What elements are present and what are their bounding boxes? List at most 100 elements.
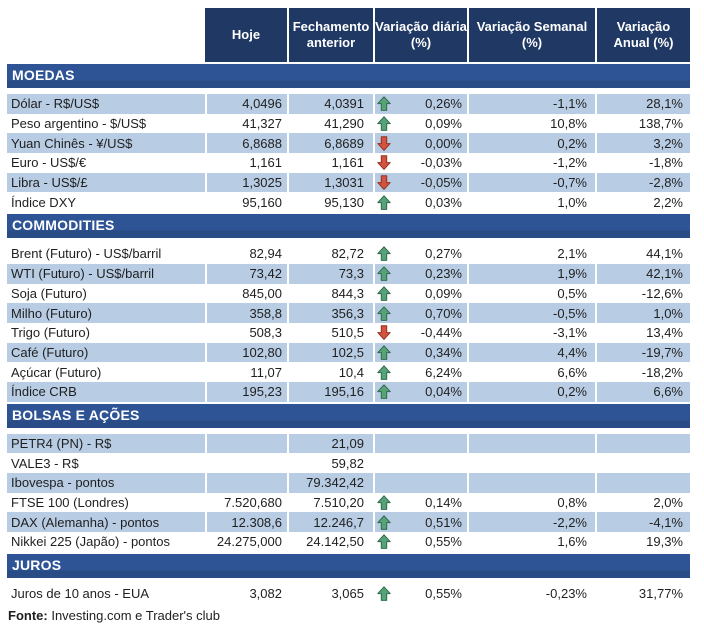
hoje-value: 358,8 xyxy=(205,303,287,323)
variacao-anual-value: -2,8% xyxy=(595,172,690,193)
table-row: Peso argentino - $/US$ 41,327 41,290 0,0… xyxy=(7,113,690,134)
variacao-anual-value: 42,1% xyxy=(595,263,690,284)
row-label: Ibovespa - pontos xyxy=(7,473,205,493)
section-title: COMMODITIES xyxy=(7,214,690,239)
up-arrow-icon xyxy=(377,194,392,210)
hoje-value: 11,07 xyxy=(205,362,287,382)
hoje-value xyxy=(205,473,287,493)
variacao-anual-value xyxy=(595,473,690,493)
variacao-diaria-value: -0,03% xyxy=(420,155,462,171)
row-label: Libra - US$/£ xyxy=(7,172,205,193)
variacao-diaria-cell: 0,09% xyxy=(373,113,467,134)
up-arrow-icon xyxy=(377,305,392,321)
hoje-value: 95,160 xyxy=(205,192,287,213)
hoje-value: 41,327 xyxy=(205,113,287,134)
fechamento-value: 1,161 xyxy=(287,153,373,173)
hoje-value: 82,94 xyxy=(205,244,287,264)
hoje-value: 1,3025 xyxy=(205,172,287,193)
row-label: Açúcar (Futuro) xyxy=(11,364,102,380)
table-row: Nikkei 225 (Japão) - pontos 24.275,000 2… xyxy=(7,532,690,552)
table-row: PETR4 (PN) - R$ 21,09 xyxy=(7,433,690,454)
variacao-diaria-value: 0,09% xyxy=(425,285,462,301)
variacao-semanal-value: 0,5% xyxy=(467,283,595,304)
table-row: Café (Futuro) 102,80 102,5 0,34% 4,4% -1… xyxy=(7,342,690,363)
variacao-semanal-value: 6,6% xyxy=(467,362,595,382)
section-title: JUROS xyxy=(7,553,690,578)
variacao-diaria-value: 6,24% xyxy=(425,364,462,380)
table-section: COMMODITIES Brent (Futuro) - US$/barril … xyxy=(7,214,690,402)
table-row: DAX (Alemanha) - pontos 12.308,6 12.246,… xyxy=(7,512,690,533)
section-rows: Brent (Futuro) - US$/barril 82,94 82,72 … xyxy=(7,244,690,402)
variacao-anual-value: 6,6% xyxy=(595,381,690,402)
variacao-diaria-value: 0,04% xyxy=(425,384,462,400)
variacao-diaria-cell: -0,03% xyxy=(373,153,467,173)
fechamento-value: 4,0391 xyxy=(287,94,373,114)
table-row: VALE3 - R$ 59,82 xyxy=(7,453,690,473)
hoje-value: 1,161 xyxy=(205,153,287,173)
variacao-diaria-cell: -0,05% xyxy=(373,172,467,193)
variacao-diaria-cell xyxy=(373,453,467,473)
variacao-semanal-value: 10,8% xyxy=(467,113,595,134)
variacao-semanal-value: 1,6% xyxy=(467,532,595,552)
table-row: Trigo (Futuro) 508,3 510,5 -0,44% -3,1% … xyxy=(7,322,690,343)
trend-arrow-icon xyxy=(377,435,392,451)
variacao-diaria-value: -0,44% xyxy=(420,325,462,341)
trend-arrow-icon xyxy=(377,475,392,491)
fechamento-value: 82,72 xyxy=(287,244,373,264)
up-arrow-icon xyxy=(377,285,392,301)
fechamento-value: 102,5 xyxy=(287,342,373,363)
variacao-diaria-value: 0,03% xyxy=(425,194,462,210)
variacao-diaria-cell xyxy=(373,473,467,493)
section-rows: Dólar - R$/US$ 4,0496 4,0391 0,26% -1,1%… xyxy=(7,94,690,213)
table-row: Yuan Chinês - ¥/US$ 6,8688 6,8689 0,00% … xyxy=(7,133,690,154)
source-line: Fonte: Investing.com e Trader's club xyxy=(7,608,690,623)
variacao-semanal-value xyxy=(467,473,595,493)
variacao-semanal-value: 2,1% xyxy=(467,244,595,264)
variacao-anual-value: -18,2% xyxy=(595,362,690,382)
fechamento-value: 79.342,42 xyxy=(287,473,373,493)
column-header-hoje: Hoje xyxy=(205,8,287,62)
up-arrow-icon xyxy=(377,364,392,380)
variacao-diaria-value: -0,05% xyxy=(420,175,462,191)
header-empty-corner xyxy=(7,8,205,62)
row-label: Nikkei 225 (Japão) - pontos xyxy=(11,534,170,550)
variacao-diaria-cell: 0,04% xyxy=(373,381,467,402)
variacao-diaria-value: 0,34% xyxy=(425,344,462,360)
variacao-diaria-cell: 0,26% xyxy=(373,94,467,114)
variacao-anual-value: 44,1% xyxy=(595,244,690,264)
table-section: BOLSAS E AÇÕES PETR4 (PN) - R$ 21,09 VAL… xyxy=(7,403,690,552)
variacao-diaria-cell: 0,51% xyxy=(373,512,467,533)
variacao-anual-value: -19,7% xyxy=(595,342,690,363)
hoje-value: 73,42 xyxy=(205,263,287,284)
table-row: Soja (Futuro) 845,00 844,3 0,09% 0,5% -1… xyxy=(7,283,690,304)
table-row: Índice CRB 195,23 195,16 0,04% 0,2% 6,6% xyxy=(7,381,690,402)
row-label: VALE3 - R$ xyxy=(11,455,79,471)
variacao-semanal-value: -0,5% xyxy=(467,303,595,323)
up-arrow-icon xyxy=(377,384,392,400)
variacao-diaria-value: 0,26% xyxy=(425,96,462,112)
variacao-anual-value: 2,0% xyxy=(595,492,690,513)
fechamento-value: 7.510,20 xyxy=(287,492,373,513)
fechamento-value: 41,290 xyxy=(287,113,373,134)
variacao-diaria-cell: -0,44% xyxy=(373,322,467,343)
fechamento-value: 1,3031 xyxy=(287,172,373,193)
variacao-diaria-cell: 0,55% xyxy=(373,583,467,604)
hoje-value: 508,3 xyxy=(205,322,287,343)
fechamento-value: 59,82 xyxy=(287,453,373,473)
variacao-semanal-value: -0,7% xyxy=(467,172,595,193)
table-row: Ibovespa - pontos 79.342,42 xyxy=(7,473,690,493)
hoje-value: 3,082 xyxy=(205,583,287,604)
table-row: Índice DXY 95,160 95,130 0,03% 1,0% 2,2% xyxy=(7,192,690,213)
variacao-diaria-cell: 0,23% xyxy=(373,263,467,284)
row-label: Yuan Chinês - ¥/US$ xyxy=(7,133,205,154)
hoje-value: 7.520,680 xyxy=(205,492,287,513)
variacao-diaria-value: 0,00% xyxy=(425,135,462,151)
up-arrow-icon xyxy=(377,116,392,132)
variacao-diaria-cell: 6,24% xyxy=(373,362,467,382)
variacao-semanal-value: 0,2% xyxy=(467,133,595,154)
table-row: Açúcar (Futuro) 11,07 10,4 6,24% 6,6% -1… xyxy=(7,362,690,382)
variacao-diaria-cell: 0,27% xyxy=(373,244,467,264)
hoje-value: 12.308,6 xyxy=(205,512,287,533)
table-row: Dólar - R$/US$ 4,0496 4,0391 0,26% -1,1%… xyxy=(7,94,690,114)
table-row: Libra - US$/£ 1,3025 1,3031 -0,05% -0,7%… xyxy=(7,172,690,193)
